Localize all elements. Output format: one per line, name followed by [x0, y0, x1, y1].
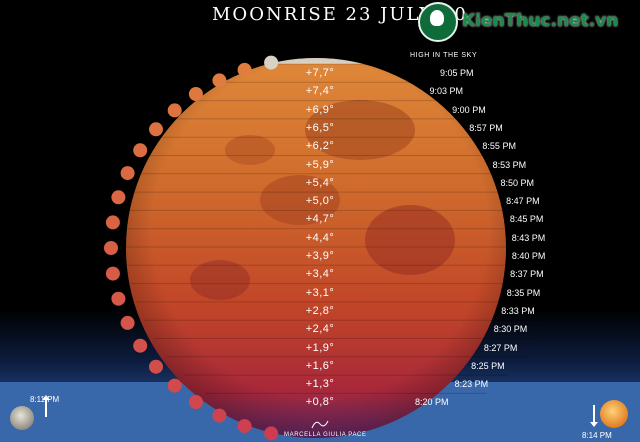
- time-label: 9:03 PM: [429, 86, 463, 97]
- moon-rise-thumbnail: [10, 406, 34, 430]
- moon-trail-dot: [188, 395, 203, 409]
- time-label: 8:43 PM: [511, 232, 546, 243]
- time-label: 8:27 PM: [483, 342, 518, 353]
- moon-trail-dot: [264, 55, 279, 70]
- page-title: MOONRISE 23 JULY 20: [212, 4, 468, 25]
- moon-trail-dot: [105, 215, 120, 230]
- altitude-label: +7,4°: [305, 85, 335, 98]
- time-label: 8:55 PM: [482, 141, 516, 152]
- moon-trail-dot: [105, 266, 120, 281]
- time-label: 8:50 PM: [500, 177, 534, 188]
- time-label: 8:25 PM: [471, 360, 505, 371]
- time-label: 8:33 PM: [501, 305, 535, 316]
- time-label: 9:05 PM: [440, 68, 474, 78]
- altitude-label: +5,9°: [305, 158, 335, 171]
- time-label: 8:37 PM: [510, 269, 544, 280]
- photo-credit: MARCELLA GIULIA PACE: [284, 432, 367, 438]
- moon-trail-dot: [149, 359, 163, 374]
- time-label: 8:40 PM: [511, 251, 546, 261]
- altitude-label: +0,8°: [305, 396, 335, 409]
- altitude-label: +1,6°: [305, 359, 335, 372]
- time-label: 9:00 PM: [452, 104, 486, 115]
- moon-trail-dot: [104, 241, 118, 255]
- moon-trail-dot: [120, 315, 135, 330]
- moonrise-start-time: 8:11 PM: [30, 395, 60, 404]
- altitude-label: +3,9°: [305, 250, 335, 262]
- altitude-label: +2,8°: [305, 304, 335, 317]
- time-label: 8:53 PM: [492, 159, 527, 170]
- time-label: 8:20 PM: [415, 397, 449, 408]
- altitude-label: +6,2°: [305, 140, 335, 153]
- altitude-label: +3,1°: [305, 286, 335, 299]
- moon-trail-dot: [237, 62, 252, 77]
- time-label: 8:23 PM: [454, 379, 489, 390]
- high-in-sky-label: HIGH IN THE SKY: [410, 52, 478, 59]
- time-label: 8:57 PM: [469, 122, 503, 133]
- altitude-label: +5,0°: [305, 195, 335, 208]
- altitude-label: +1,9°: [305, 341, 335, 354]
- logo-text: KienThuc.net.vn: [462, 11, 619, 31]
- moon-set-thumbnail: [600, 400, 628, 428]
- lightbulb-icon: [430, 10, 444, 26]
- moon-trail-dot: [133, 143, 148, 158]
- altitude-label: +1,3°: [305, 378, 335, 391]
- moon-trail-dot: [237, 419, 252, 434]
- altitude-label: +7,7°: [305, 67, 335, 79]
- moon-trail-dot: [133, 338, 148, 353]
- end-time: 8:14 PM: [582, 431, 612, 440]
- moon-trail-dot: [167, 378, 182, 393]
- moon-trail: [104, 55, 279, 441]
- altitude-label: +5,4°: [305, 176, 335, 189]
- moon-trail-dot: [264, 426, 279, 441]
- time-label: 8:47 PM: [506, 196, 540, 207]
- moon-trail-dot: [111, 190, 126, 205]
- moon-trail-dot: [167, 103, 182, 118]
- moon-trail-dot: [120, 166, 135, 181]
- altitude-label: +2,4°: [305, 323, 335, 336]
- arrow-up-icon: [42, 395, 50, 417]
- moon-trail-dot: [212, 408, 227, 423]
- time-label: 8:35 PM: [506, 287, 541, 298]
- moon-trail-dot: [212, 73, 227, 88]
- altitude-label: +3,4°: [305, 268, 335, 281]
- time-label: 8:45 PM: [509, 214, 544, 225]
- time-label: 8:30 PM: [493, 324, 528, 335]
- arrow-down-icon: [590, 405, 598, 427]
- altitude-label: +6,5°: [305, 121, 335, 134]
- watermark-logo: KienThuc.net.vn: [418, 2, 640, 42]
- moon-trail-dot: [111, 291, 126, 306]
- altitude-label: +4,4°: [305, 231, 335, 244]
- altitude-label: +4,7°: [305, 213, 335, 226]
- altitude-label: +6,9°: [305, 103, 335, 116]
- moon-trail-dot: [188, 87, 203, 101]
- moon-trail-dot: [149, 122, 163, 137]
- signature-logo: [311, 420, 329, 429]
